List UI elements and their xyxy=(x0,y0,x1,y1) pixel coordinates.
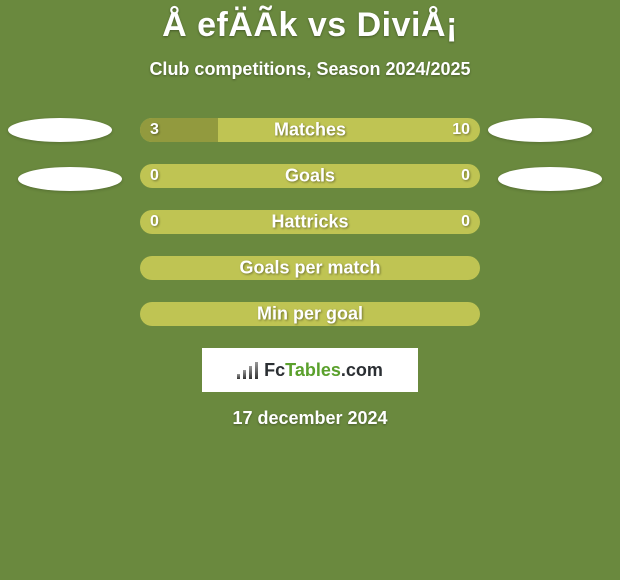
stat-pill: Goals per match xyxy=(140,256,480,280)
content: Å efÄÃ­k vs DiviÅ¡ Club competitions, Se… xyxy=(0,0,620,429)
stat-row: Goals per match xyxy=(0,256,620,280)
player-left-avatar-placeholder xyxy=(8,118,112,142)
stat-right-value: 10 xyxy=(452,121,470,139)
player-right-avatar-placeholder xyxy=(488,118,592,142)
stat-pill: Hattricks 0 0 xyxy=(140,210,480,234)
logo-bars-icon xyxy=(237,361,258,379)
stat-label: Goals per match xyxy=(239,258,380,279)
stat-pill: Matches 3 10 xyxy=(140,118,480,142)
stat-row: Matches 3 10 xyxy=(0,118,620,142)
logo-bar xyxy=(255,362,258,379)
stat-left-value: 3 xyxy=(150,121,159,139)
stat-right-value: 0 xyxy=(461,213,470,231)
logo-bar xyxy=(243,370,246,379)
logo-inner: FcTables.com xyxy=(237,360,383,381)
page-title: Å efÄÃ­k vs DiviÅ¡ xyxy=(162,6,458,45)
stat-label: Goals xyxy=(285,166,335,187)
pill-body: Min per goal xyxy=(140,302,480,326)
page-subtitle: Club competitions, Season 2024/2025 xyxy=(149,59,470,80)
logo-text-after: .com xyxy=(341,360,383,380)
stat-row: Min per goal xyxy=(0,302,620,326)
stat-row: Hattricks 0 0 xyxy=(0,210,620,234)
stat-pill: Goals 0 0 xyxy=(140,164,480,188)
stat-pill: Min per goal xyxy=(140,302,480,326)
logo-bar xyxy=(249,366,252,379)
pill-body: Matches 3 10 xyxy=(140,118,480,142)
player-left-avatar-placeholder xyxy=(18,167,122,191)
stat-rows: Matches 3 10 Goals 0 0 Hattricks 0 0 Goals per ma… xyxy=(0,118,620,326)
comparison-infographic: Å efÄÃ­k vs DiviÅ¡ Club competitions, Se… xyxy=(0,0,620,580)
stat-left-value: 0 xyxy=(150,213,159,231)
player-right-avatar-placeholder xyxy=(498,167,602,191)
stat-label: Min per goal xyxy=(257,304,363,325)
fctables-logo: FcTables.com xyxy=(202,348,418,392)
stat-row: Goals 0 0 xyxy=(0,164,620,188)
stat-label: Hattricks xyxy=(271,212,348,233)
pill-body: Hattricks 0 0 xyxy=(140,210,480,234)
logo-text-highlight: Tables xyxy=(285,360,341,380)
logo-bar xyxy=(237,374,240,379)
stat-right-value: 0 xyxy=(461,167,470,185)
stat-label: Matches xyxy=(274,120,346,141)
pill-body: Goals per match xyxy=(140,256,480,280)
pill-body: Goals 0 0 xyxy=(140,164,480,188)
logo-text-before: Fc xyxy=(264,360,285,380)
logo-text: FcTables.com xyxy=(264,360,383,381)
stat-left-value: 0 xyxy=(150,167,159,185)
date-line: 17 december 2024 xyxy=(232,408,387,429)
